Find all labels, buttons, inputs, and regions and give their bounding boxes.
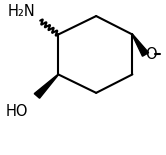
Polygon shape <box>34 74 59 98</box>
Text: O: O <box>146 47 157 62</box>
Text: H₂N: H₂N <box>7 4 35 19</box>
Polygon shape <box>132 34 149 56</box>
Text: HO: HO <box>6 104 28 119</box>
